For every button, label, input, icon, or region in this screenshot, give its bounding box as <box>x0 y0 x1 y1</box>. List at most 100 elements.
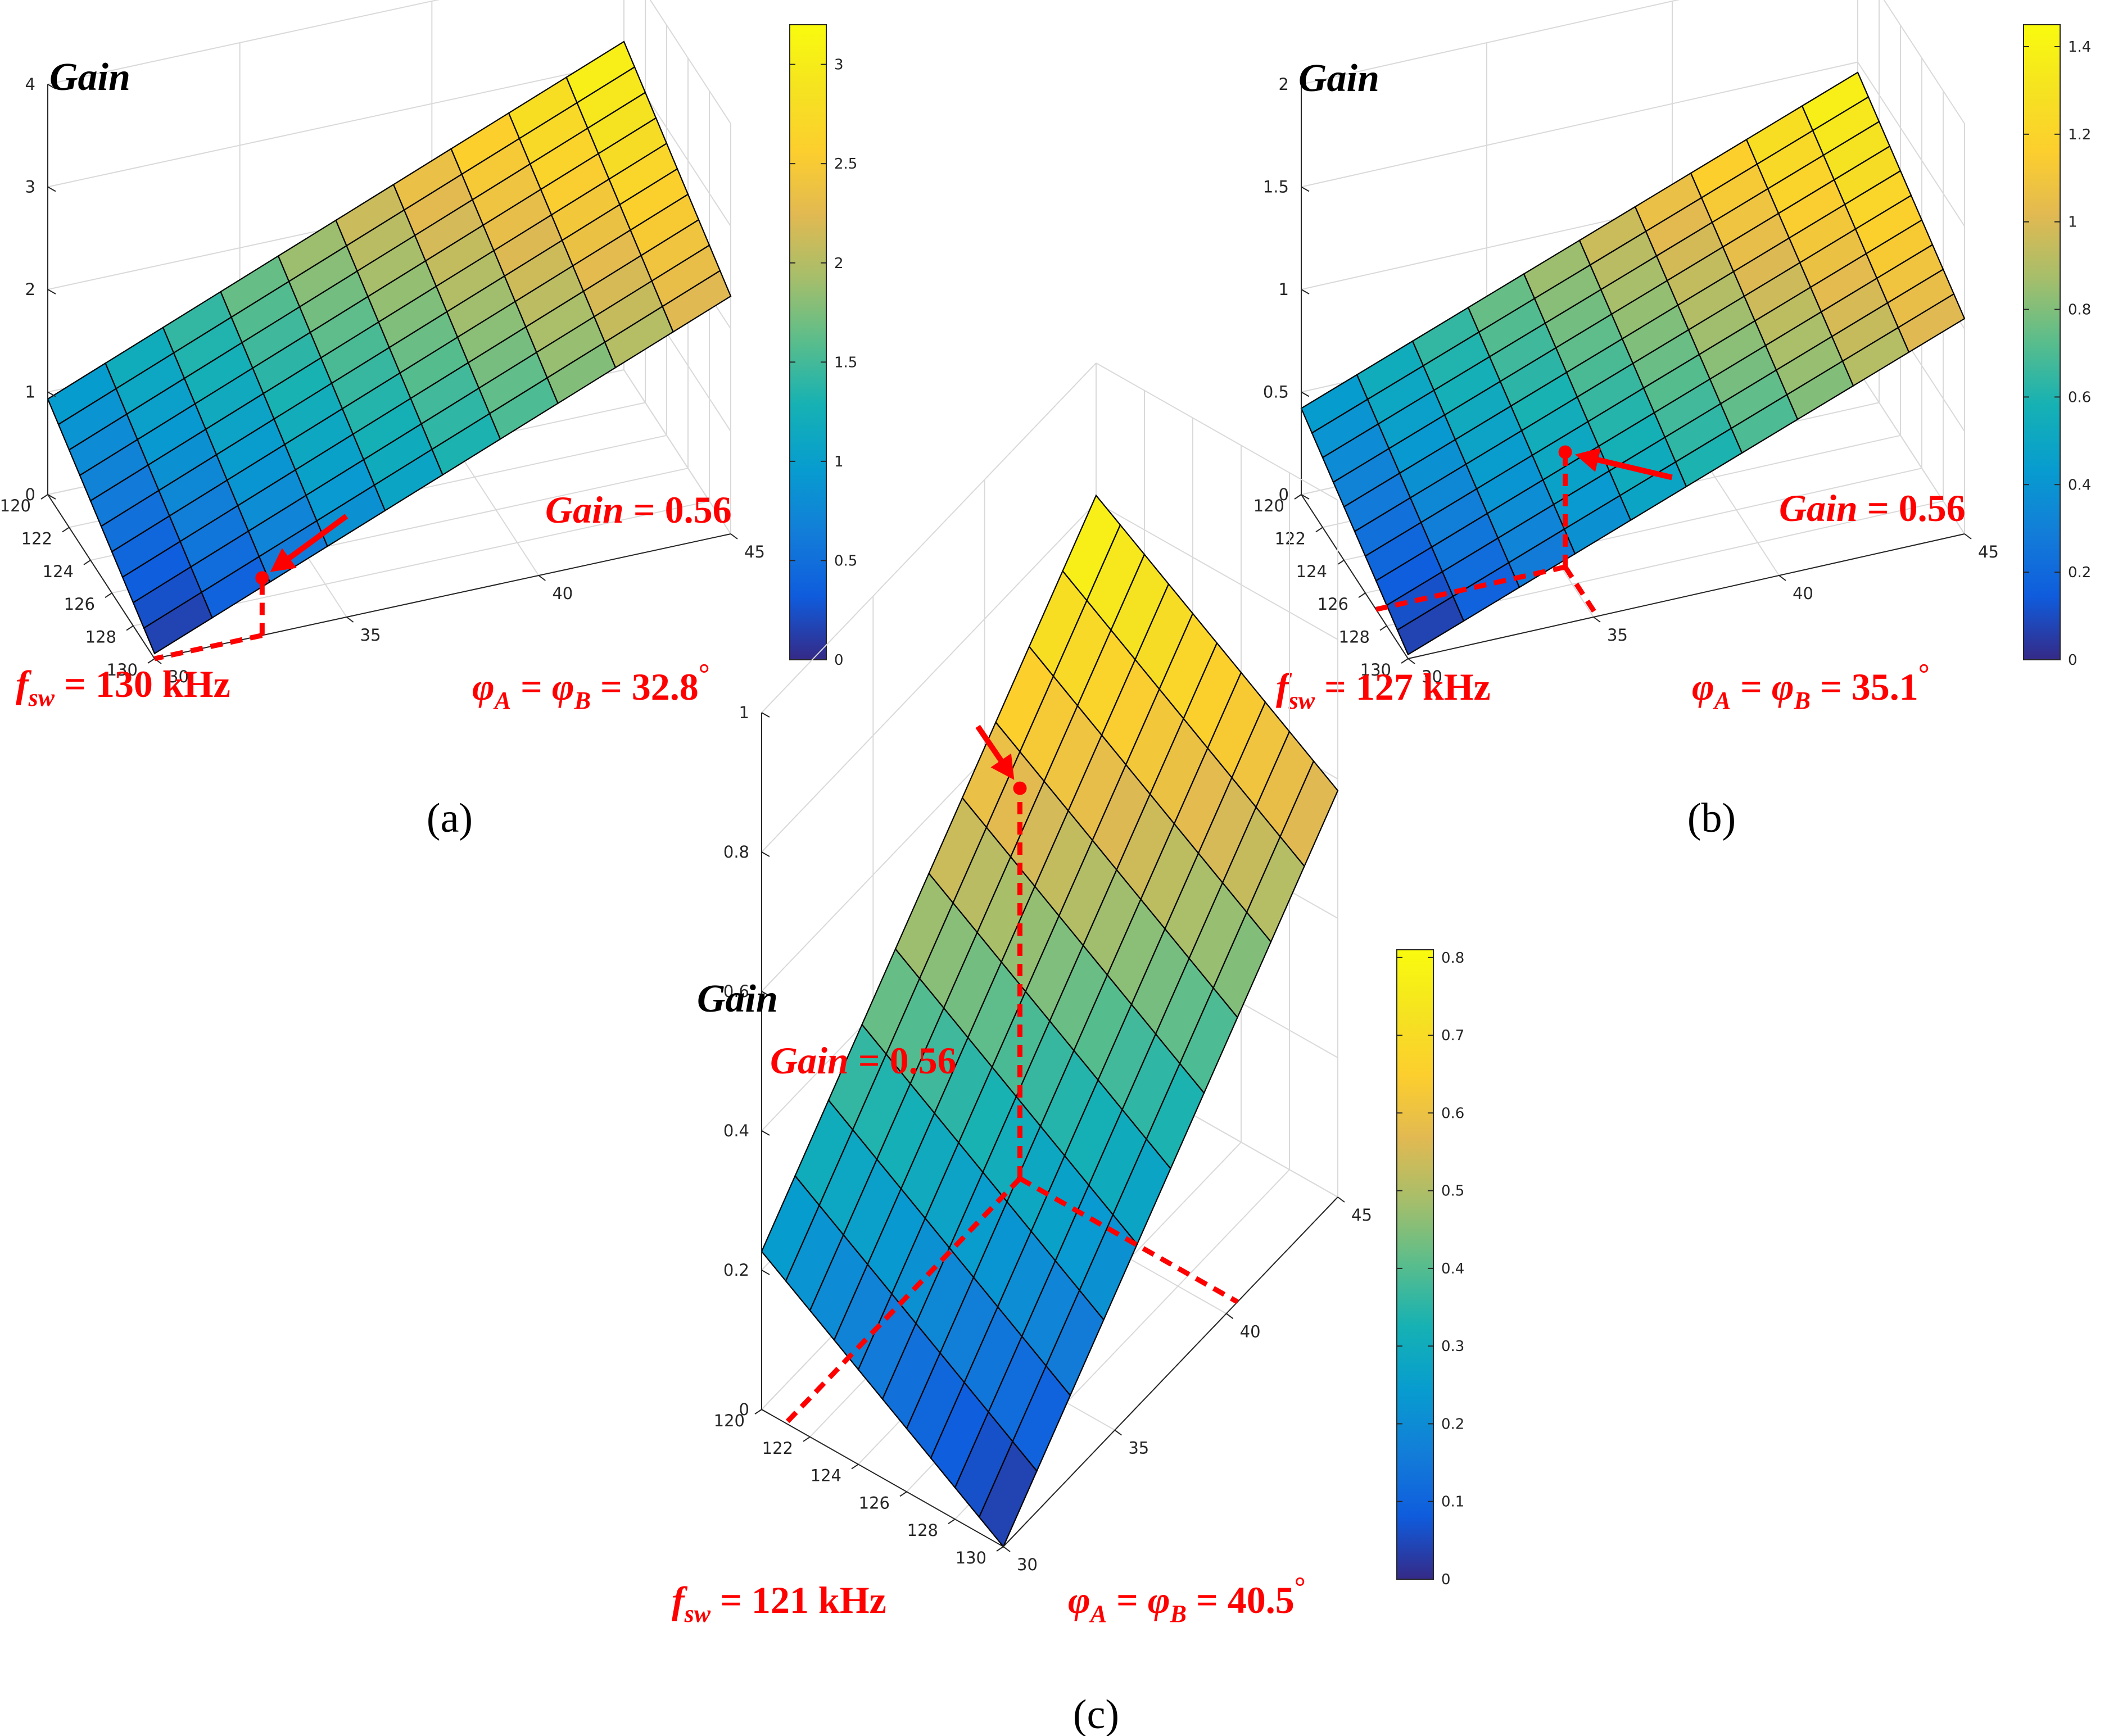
y-tick-label: 45 <box>1978 542 1999 561</box>
z-tick-label: 2 <box>25 280 35 299</box>
x-tick-label: 120 <box>1253 496 1284 515</box>
grid-line <box>761 362 1097 713</box>
z-axis-label: Gain <box>697 977 778 1021</box>
y-tick-mark <box>1778 575 1786 581</box>
y-axis-line <box>1407 533 1965 659</box>
z-tick-label: 2 <box>1279 75 1289 94</box>
z-tick-mark <box>47 289 56 294</box>
z-tick-label: 0 <box>1279 485 1289 504</box>
y-axis-line <box>1003 1196 1338 1547</box>
surface-cell <box>978 1440 1038 1548</box>
grid-line <box>1857 369 1965 534</box>
x-tick-label: 126 <box>64 595 95 614</box>
colorbar-tick-label: 0.2 <box>1441 1416 1464 1433</box>
phi-annotation: φA = φB = 35.1° <box>1692 658 1930 714</box>
colorbar-tick-label: 0.5 <box>1441 1183 1464 1200</box>
x-tick-label: 126 <box>859 1493 890 1512</box>
z-tick-mark <box>761 851 770 857</box>
y-tick-label: 40 <box>552 584 573 603</box>
x-tick-mark <box>147 658 155 664</box>
y-tick-label: 35 <box>1607 625 1628 645</box>
phi-annotation: φA = φB = 40.5° <box>1068 1571 1306 1628</box>
y-tick-mark <box>538 575 546 581</box>
z-tick-label: 0.8 <box>723 842 749 862</box>
z-tick-mark <box>47 494 56 500</box>
z-tick-mark <box>761 991 770 996</box>
z-tick-label: 0.6 <box>723 982 749 1001</box>
colorbar <box>1396 949 1434 1580</box>
x-tick-mark <box>1358 592 1366 599</box>
y-tick-label: 40 <box>1240 1322 1261 1341</box>
x-tick-mark <box>948 1519 956 1525</box>
z-tick-mark <box>761 1409 770 1415</box>
z-tick-label: 1 <box>739 703 749 722</box>
colorbar-tick-label: 0.3 <box>1441 1338 1464 1355</box>
y-tick-label: 30 <box>168 667 189 686</box>
grid-line <box>649 0 731 124</box>
z-tick-mark <box>761 1130 770 1136</box>
z-tick-label: 0.2 <box>723 1261 749 1280</box>
colorbar-tick-label: 0.8 <box>1441 950 1464 967</box>
y-tick-mark <box>1407 658 1415 664</box>
annotation-arrowhead <box>1575 447 1601 472</box>
colorbar-tick-label: 1.4 <box>2068 39 2091 56</box>
x-tick-label: 126 <box>1318 595 1348 614</box>
colorbar <box>2023 24 2061 660</box>
colorbar-tick-label: 0.7 <box>1441 1027 1464 1044</box>
x-tick-mark <box>126 625 134 631</box>
z-tick-label: 0.4 <box>723 1121 749 1140</box>
colorbar-tick-label: 0.4 <box>1441 1261 1464 1277</box>
colorbar <box>789 24 827 660</box>
z-tick-mark <box>761 1270 770 1275</box>
z-tick-mark <box>1301 186 1310 192</box>
grid-line <box>1301 0 1680 85</box>
colorbar-tick-label: 0 <box>1441 1571 1451 1588</box>
surface-cell <box>1396 595 1465 656</box>
grid-line <box>47 0 440 85</box>
y-tick-label: 35 <box>360 625 381 645</box>
y-tick-label: 30 <box>1422 667 1442 686</box>
dashed-guide-phi <box>1019 1176 1239 1304</box>
grid-line <box>1096 502 1338 640</box>
x-tick-mark <box>899 1491 907 1497</box>
grid-line <box>47 61 624 188</box>
x-tick-label: 124 <box>1296 562 1327 581</box>
y-tick-label: 35 <box>1128 1439 1149 1458</box>
colorbar-tick-label: 1.5 <box>834 354 857 371</box>
y-tick-label: 45 <box>1351 1205 1372 1225</box>
colorbar-tick-label: 0.1 <box>1441 1494 1464 1511</box>
y-tick-mark <box>1003 1546 1011 1552</box>
x-tick-mark <box>62 527 70 533</box>
fsw-annotation: fsw = 127 kHz <box>1276 665 1491 714</box>
annotation-arrow <box>280 514 349 566</box>
x-tick-label: 128 <box>85 628 116 647</box>
x-tick-label: 130 <box>956 1548 986 1567</box>
colorbar-tick-label: 0 <box>834 652 844 669</box>
x-tick-mark <box>803 1436 811 1442</box>
z-axis-label: Gain <box>1298 57 1379 100</box>
colorbar-tick-label: 1.2 <box>2068 126 2091 143</box>
z-tick-label: 1 <box>1279 280 1289 299</box>
y-tick-mark <box>1593 617 1601 623</box>
grid-line <box>1883 0 1965 124</box>
z-tick-label: 0 <box>739 1400 749 1419</box>
x-tick-label: 124 <box>811 1466 841 1485</box>
grid-line <box>761 502 1097 853</box>
x-tick-mark <box>1401 658 1409 664</box>
z-tick-mark <box>1301 494 1310 500</box>
x-tick-label: 130 <box>107 660 138 679</box>
fsw-annotation: fsw = 121 kHz <box>672 1579 886 1628</box>
z-tick-mark <box>47 84 56 89</box>
colorbar-tick-label: 2 <box>834 255 844 272</box>
y-tick-label: 30 <box>1017 1555 1038 1574</box>
dashed-guide-fsw <box>154 633 263 661</box>
colorbar-tick-label: 1 <box>2068 214 2078 231</box>
colorbar-tick-label: 0.5 <box>834 552 857 569</box>
colorbar-tick-label: 3 <box>834 57 844 74</box>
y-tick-label: 40 <box>1793 584 1813 603</box>
z-tick-label: 1.5 <box>1263 178 1289 197</box>
grid-line <box>1857 61 1965 227</box>
surface-cell <box>143 591 213 655</box>
